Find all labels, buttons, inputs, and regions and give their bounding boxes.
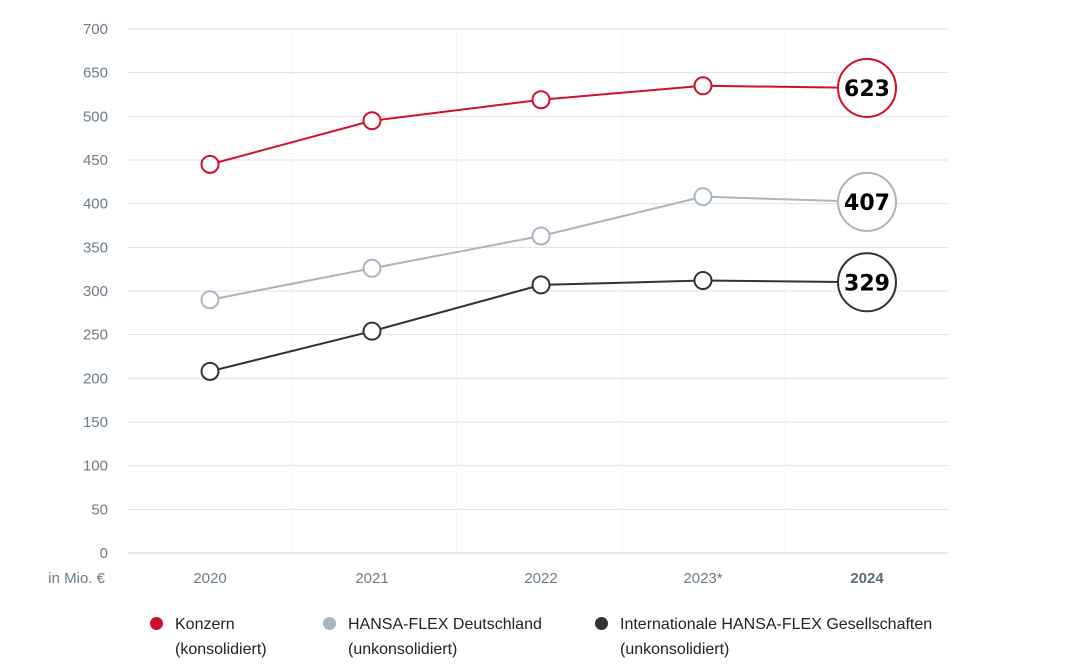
x-tick-label: 2024 <box>850 570 884 587</box>
legend-sublabel-international: (unkonsolidiert) <box>620 641 730 658</box>
legend-item-deutschland: HANSA-FLEX Deutschland (unkonsolidiert) <box>323 612 542 662</box>
data-point-international <box>200 361 220 381</box>
data-point-international <box>693 271 713 291</box>
end-value-label-international: 329 <box>844 271 890 296</box>
y-tick-label: 250 <box>83 327 108 344</box>
x-tick-label: 2023* <box>683 570 722 587</box>
end-value-circle-konzern <box>837 57 897 118</box>
x-tick-label: 2022 <box>524 570 557 587</box>
legend-label-deutschland: HANSA-FLEX Deutschland <box>348 616 542 633</box>
legend-item-konzern: Konzern (konsolidiert) <box>150 612 267 662</box>
y-tick-label: 200 <box>83 370 108 387</box>
data-point-konzern <box>200 154 220 174</box>
y-unit-label: in Mio. € <box>48 570 105 587</box>
data-point-international <box>531 275 551 295</box>
legend-swatch-deutschland <box>323 617 336 630</box>
legend-item-international: Internationale HANSA-FLEX Gesellschaften… <box>595 612 932 662</box>
y-tick-label: 150 <box>83 414 108 431</box>
legend-label-konzern: Konzern <box>175 616 235 633</box>
data-point-konzern <box>693 76 713 96</box>
legend-swatch-konzern <box>150 617 163 630</box>
y-tick-label: 300 <box>83 283 108 300</box>
x-tick-label: 2021 <box>355 570 388 587</box>
end-value-circle-deutschland <box>837 171 897 232</box>
y-tick-label: 0 <box>100 545 108 562</box>
data-point-international <box>362 321 382 341</box>
legend-sublabel-deutschland: (unkonsolidiert) <box>348 641 458 658</box>
legend-label-international: Internationale HANSA-FLEX Gesellschaften <box>620 616 933 633</box>
data-point-deutschland <box>693 187 713 207</box>
end-value-label-konzern: 623 <box>844 77 890 102</box>
data-point-deutschland <box>531 226 551 246</box>
data-point-konzern <box>362 111 382 131</box>
end-value-circle-international <box>837 252 897 313</box>
y-tick-label: 650 <box>83 65 108 82</box>
line-chart: 0 50 100 150 200 250 300 350 400 450 500 650 700 in M… <box>48 21 948 587</box>
data-point-deutschland <box>200 290 220 310</box>
y-tick-label: 350 <box>83 239 108 256</box>
y-tick-label: 500 <box>83 108 108 125</box>
y-tick-label: 450 <box>83 152 108 169</box>
data-point-konzern <box>531 90 551 110</box>
y-tick-label: 100 <box>83 458 108 475</box>
data-point-deutschland <box>362 258 382 278</box>
legend-sublabel-konzern: (konsolidiert) <box>175 641 267 658</box>
series-line-international <box>209 279 868 373</box>
end-value-label-deutschland: 407 <box>844 191 890 216</box>
legend-swatch-international <box>595 617 608 630</box>
x-tick-label: 2020 <box>193 570 226 587</box>
y-tick-label: 700 <box>83 21 108 38</box>
y-tick-label: 400 <box>83 196 108 213</box>
y-tick-label: 50 <box>91 501 108 518</box>
